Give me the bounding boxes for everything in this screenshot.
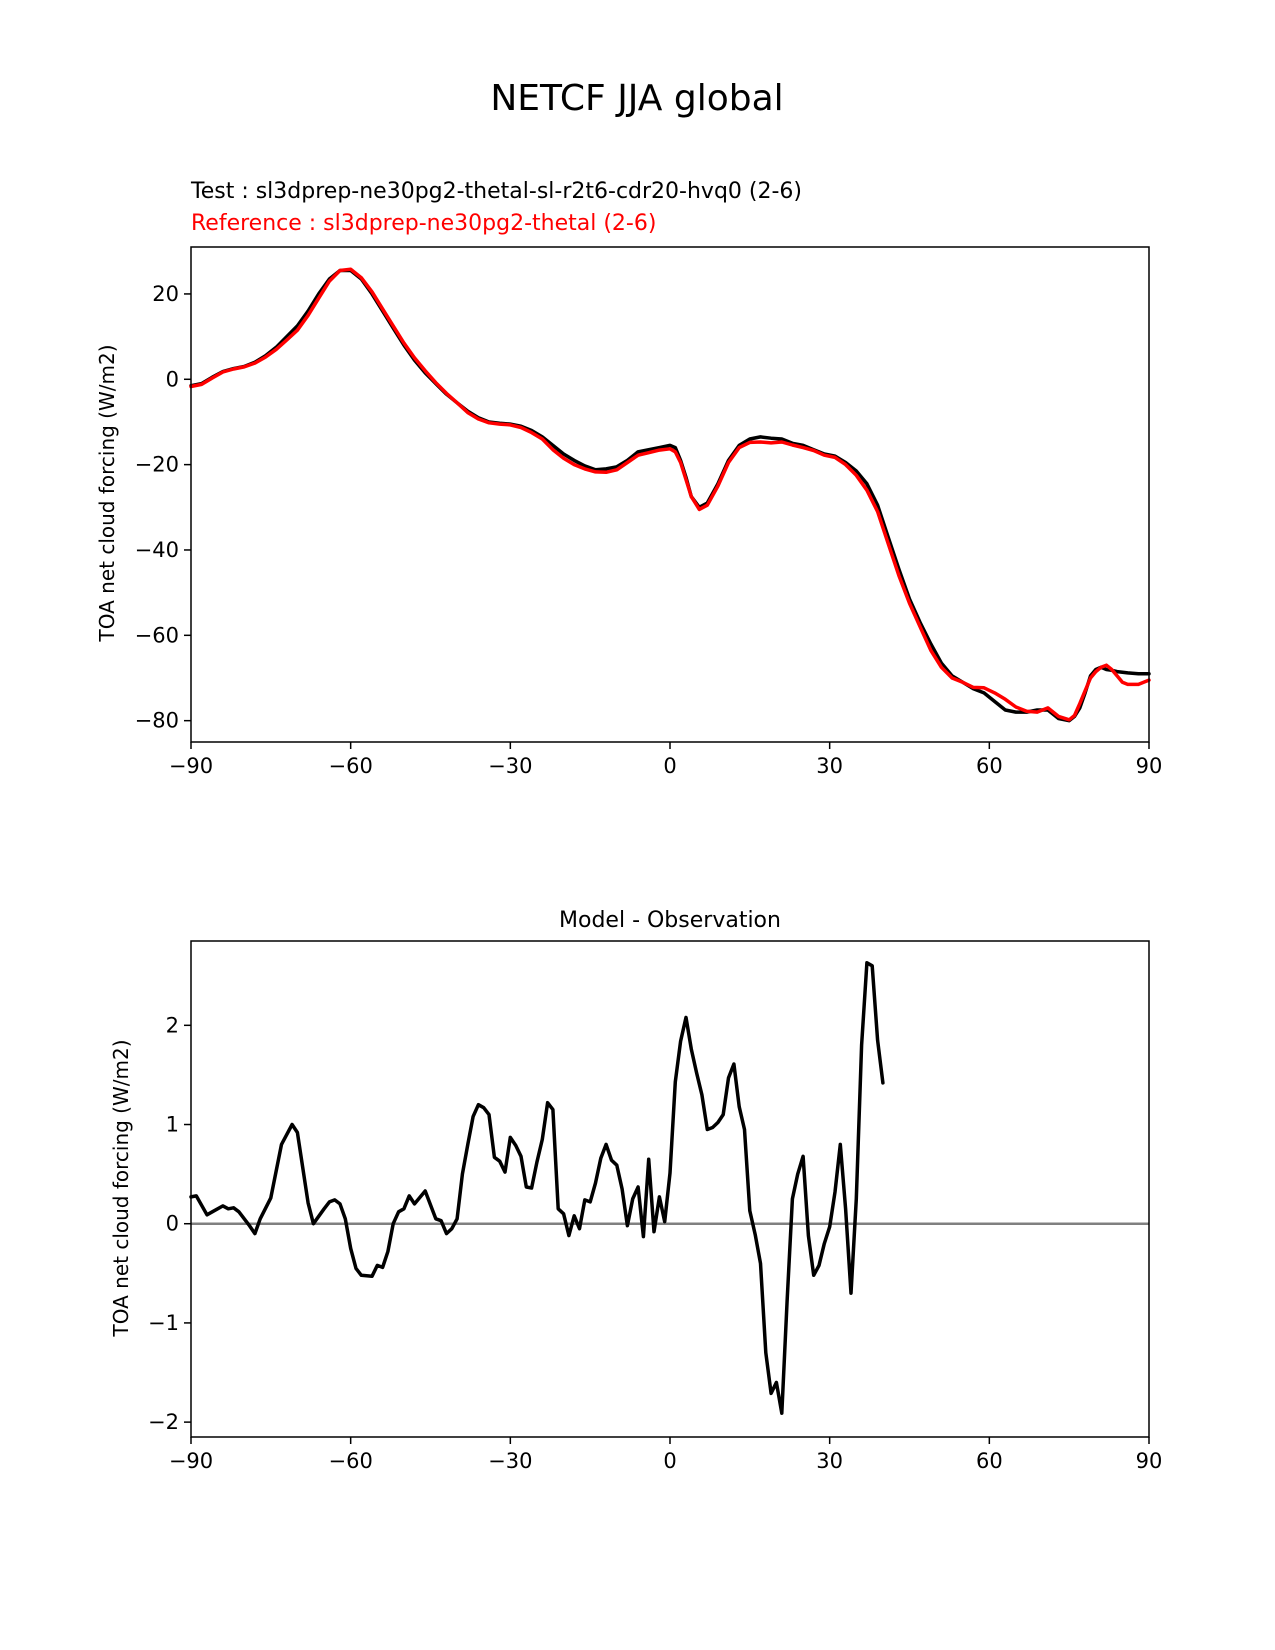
top-chart-series xyxy=(189,267,1151,723)
figure-title: NETCF JJA global xyxy=(490,78,783,119)
y-tick-label: −1 xyxy=(148,1311,179,1335)
bottom-chart-series xyxy=(189,961,885,1415)
x-tick-label: 30 xyxy=(816,1449,843,1473)
series-line-model-observation xyxy=(189,961,885,1415)
top-chart-ylabel: TOA net cloud forcing (W/m2) xyxy=(95,344,119,642)
x-tick-label: 60 xyxy=(976,754,1003,778)
y-tick-label: −80 xyxy=(135,709,179,733)
series-line-reference xyxy=(189,267,1151,722)
x-tick-label: −60 xyxy=(329,754,373,778)
top-chart-y-ticks: 20 0 −20 −40 −60 −80 xyxy=(135,282,191,733)
y-tick-label: −20 xyxy=(135,453,179,477)
x-tick-label: 0 xyxy=(663,1449,676,1473)
top-chart-x-ticks: −90 −60 −30 0 30 60 90 xyxy=(169,742,1163,778)
bottom-chart: Model - Observation TOA net cloud forcin… xyxy=(109,908,1162,1473)
x-tick-label: −30 xyxy=(488,754,532,778)
y-tick-label: 1 xyxy=(166,1113,179,1137)
bottom-chart-y-ticks: 2 1 0 −1 −2 xyxy=(148,1013,191,1434)
bottom-chart-x-ticks: −90 −60 −30 0 30 60 90 xyxy=(169,1437,1163,1473)
x-tick-label: −90 xyxy=(169,754,213,778)
y-tick-label: −40 xyxy=(135,538,179,562)
x-tick-label: −30 xyxy=(488,1449,532,1473)
x-tick-label: 30 xyxy=(816,754,843,778)
top-chart: Test : sl3dprep-ne30pg2-thetal-sl-r2t6-c… xyxy=(95,179,1162,778)
y-tick-label: 0 xyxy=(166,367,179,391)
x-tick-label: 90 xyxy=(1136,1449,1163,1473)
x-tick-label: 90 xyxy=(1136,754,1163,778)
y-tick-label: 2 xyxy=(166,1013,179,1037)
y-tick-label: 0 xyxy=(166,1212,179,1236)
y-tick-label: 20 xyxy=(152,282,179,306)
bottom-chart-ylabel: TOA net cloud forcing (W/m2) xyxy=(109,1039,133,1337)
y-tick-label: −2 xyxy=(148,1410,179,1434)
y-tick-label: −60 xyxy=(135,623,179,647)
x-tick-label: 0 xyxy=(663,754,676,778)
x-tick-label: −60 xyxy=(329,1449,373,1473)
x-tick-label: −90 xyxy=(169,1449,213,1473)
x-tick-label: 60 xyxy=(976,1449,1003,1473)
legend-test-label: Test : sl3dprep-ne30pg2-thetal-sl-r2t6-c… xyxy=(190,179,802,204)
bottom-chart-title: Model - Observation xyxy=(559,908,781,933)
legend-reference-label: Reference : sl3dprep-ne30pg2-thetal (2-6… xyxy=(191,211,656,236)
